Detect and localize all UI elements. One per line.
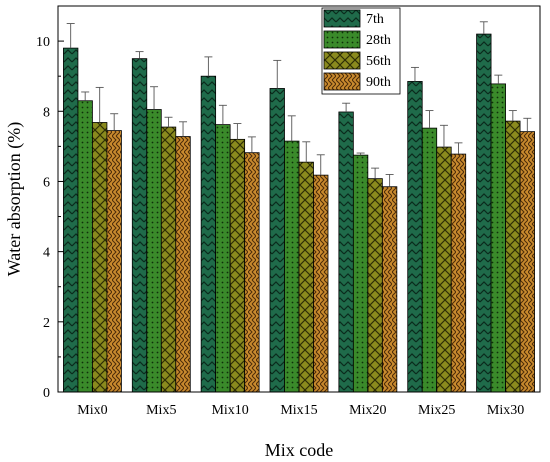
- bar-7th-Mix30: [476, 33, 492, 393]
- bar-90th-Mix0: [106, 130, 122, 393]
- x-tick-label: Mix10: [211, 403, 248, 418]
- y-tick-label: 6: [43, 175, 50, 190]
- x-axis-title: Mix code: [265, 440, 333, 460]
- bar-90th-Mix10: [244, 152, 260, 393]
- bar-90th-Mix5: [175, 136, 191, 393]
- bar-56th-Mix5: [160, 126, 177, 393]
- legend-label-56th: 56th: [366, 54, 391, 69]
- legend-swatch-7th: [323, 9, 361, 28]
- y-tick-label: 8: [43, 105, 50, 120]
- bar-90th-Mix20: [381, 186, 398, 393]
- bar-56th-Mix25: [436, 146, 452, 393]
- x-tick-label: Mix15: [280, 403, 317, 418]
- bar-90th-Mix30: [519, 131, 535, 393]
- bar-90th-Mix25: [450, 153, 467, 393]
- legend-label-28th: 28th: [366, 33, 391, 48]
- bar-7th-Mix5: [131, 58, 148, 393]
- y-tick-label: 2: [43, 316, 50, 331]
- y-axis: 0 2 4 6 8 10: [36, 35, 64, 401]
- bar-56th-Mix0: [92, 122, 108, 393]
- x-tick-label: Mix5: [146, 403, 176, 418]
- x-tick-label: Mix25: [418, 403, 455, 418]
- bar-7th-Mix0: [63, 47, 79, 393]
- bar-7th-Mix10: [200, 75, 217, 393]
- bar-28th-Mix25: [421, 127, 438, 393]
- x-tick-label: Mix0: [77, 403, 107, 418]
- x-tick-label: Mix30: [487, 403, 524, 418]
- legend-swatch-56th: [323, 51, 361, 70]
- y-tick-label: 10: [36, 35, 50, 50]
- bar-56th-Mix15: [298, 161, 314, 393]
- bar-28th-Mix15: [284, 140, 300, 393]
- bar-28th-Mix30: [490, 83, 506, 393]
- bar-56th-Mix30: [505, 120, 521, 393]
- bar-7th-Mix15: [269, 88, 285, 393]
- legend-swatch-28th: [323, 30, 361, 49]
- bar-56th-Mix10: [229, 138, 246, 393]
- y-tick-label: 0: [43, 386, 50, 401]
- y-tick-label: 4: [43, 246, 50, 261]
- x-tick-label: Mix20: [349, 403, 386, 418]
- bar-90th-Mix15: [313, 174, 329, 393]
- x-axis: Mix0 Mix5 Mix10 Mix15 Mix20 Mix25 Mix30: [77, 386, 524, 418]
- bar-28th-Mix0: [77, 100, 93, 393]
- legend-label-90th: 90th: [366, 75, 391, 90]
- legend: 7th 28th 56th 90th: [321, 7, 401, 95]
- bar-28th-Mix10: [215, 124, 231, 393]
- bar-28th-Mix20: [352, 154, 369, 393]
- bar-7th-Mix20: [338, 111, 354, 393]
- legend-swatch-90th: [323, 72, 361, 91]
- y-axis-title: Water absorption (%): [4, 122, 25, 277]
- plot-area: [63, 21, 535, 393]
- bar-7th-Mix25: [407, 81, 423, 393]
- legend-label-7th: 7th: [366, 12, 384, 27]
- bar-56th-Mix20: [367, 178, 383, 393]
- bar-28th-Mix5: [146, 109, 162, 393]
